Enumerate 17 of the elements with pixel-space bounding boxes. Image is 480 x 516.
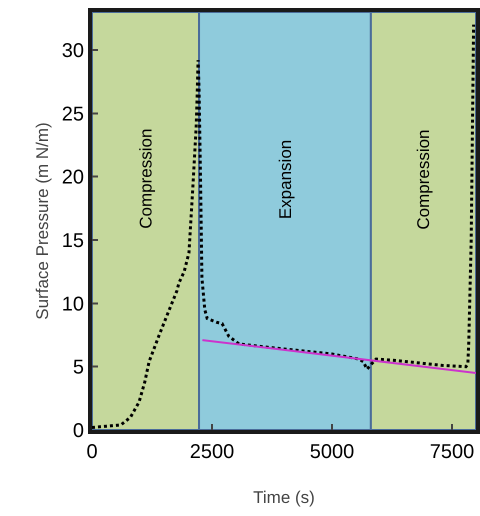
band-label: Compression (414, 129, 434, 230)
y-tick-label: 5 (72, 356, 84, 379)
y-tick-label: 25 (62, 103, 84, 126)
x-tick-label: 0 (86, 441, 98, 463)
x-tick-label: 2500 (190, 441, 234, 463)
band-label: Compression (136, 128, 156, 229)
y-tick-label: 10 (62, 293, 84, 316)
line-series (92, 23, 476, 429)
y-tick-label: 15 (62, 230, 84, 252)
band-label: Expansion (276, 140, 295, 220)
x-axis-title: Time (s) (253, 488, 315, 507)
y-tick-label: 20 (62, 166, 84, 189)
x-tick-label: 5000 (310, 441, 354, 463)
x-tick-label: 7500 (430, 441, 474, 463)
y-tick-label: 30 (62, 40, 84, 62)
y-tick-label: 0 (72, 420, 84, 442)
y-axis-title: Surface Pressure (m N/m) (32, 122, 52, 320)
